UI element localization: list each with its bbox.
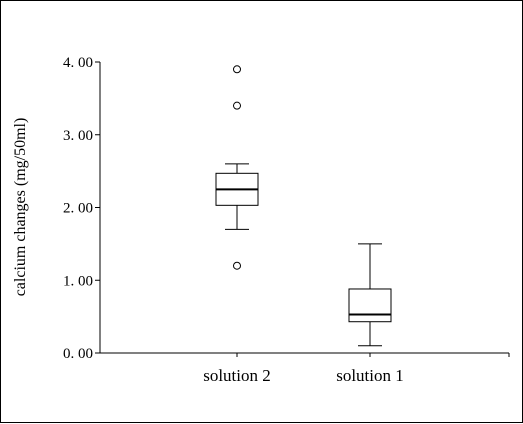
iqr-box xyxy=(348,288,392,323)
outlier-point xyxy=(233,65,241,74)
box-series xyxy=(215,65,392,347)
axes xyxy=(99,62,510,357)
x-category-label: solution 1 xyxy=(336,366,404,385)
y-tick-label: 0. 00 xyxy=(63,346,93,362)
y-tick-label: 1. 00 xyxy=(63,273,93,289)
y-axis-title: calcium changes (mg/50ml) xyxy=(12,118,29,297)
x-categories: solution 2 solution 1 xyxy=(203,353,404,385)
outlier-point xyxy=(233,101,241,110)
y-ticks: 0. 00 1. 00 2. 00 3. 00 4. 00 xyxy=(63,55,100,362)
x-category-label: solution 2 xyxy=(203,366,271,385)
y-tick-label: 4. 00 xyxy=(63,55,93,71)
box-group xyxy=(348,243,392,347)
outlier-point xyxy=(233,261,241,270)
y-tick-label: 3. 00 xyxy=(63,128,93,144)
y-tick-label: 2. 00 xyxy=(63,201,93,217)
box-group xyxy=(215,65,259,270)
